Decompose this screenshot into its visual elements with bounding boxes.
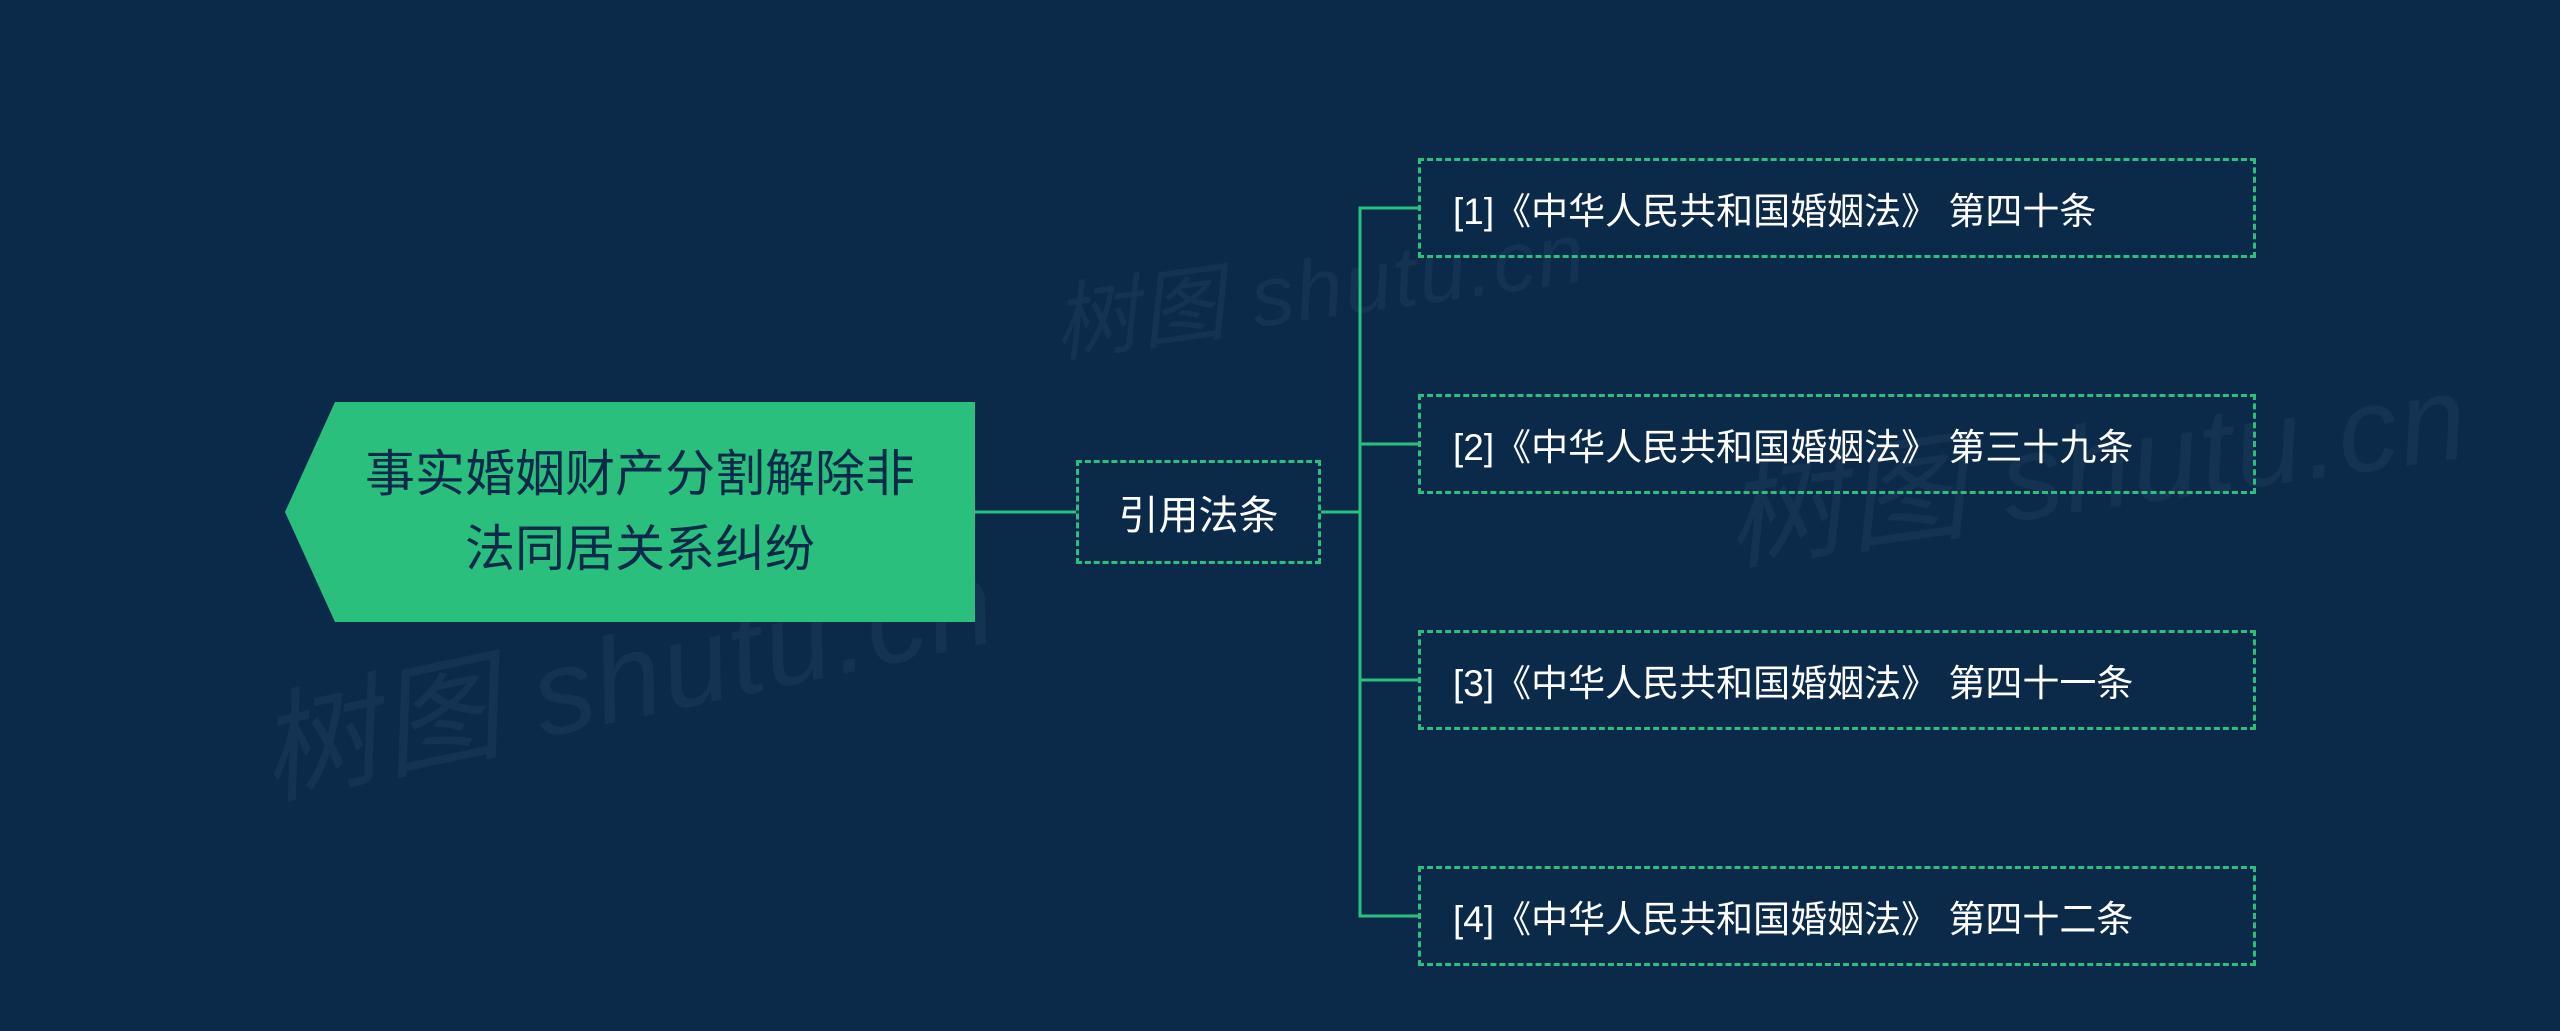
level1-label: 引用法条: [1119, 483, 1279, 541]
leaf-node[interactable]: [4]《中华人民共和国婚姻法》 第四十二条: [1418, 866, 2256, 966]
root-node[interactable]: 事实婚姻财产分割解除非法同居关系纠纷: [285, 402, 975, 622]
leaf-label: [2]《中华人民共和国婚姻法》 第三十九条: [1453, 417, 2133, 471]
leaf-node[interactable]: [3]《中华人民共和国婚姻法》 第四十一条: [1418, 630, 2256, 730]
leaf-label: [1]《中华人民共和国婚姻法》 第四十条: [1453, 181, 2096, 235]
leaf-label: [4]《中华人民共和国婚姻法》 第四十二条: [1453, 889, 2133, 943]
root-label: 事实婚姻财产分割解除非法同居关系纠纷: [345, 437, 935, 587]
leaf-node[interactable]: [1]《中华人民共和国婚姻法》 第四十条: [1418, 158, 2256, 258]
mindmap-canvas: 树图 shutu.cn 树图 shutu.cn 树图 shutu.cn 事实婚姻…: [0, 0, 2560, 1031]
level1-node[interactable]: 引用法条: [1076, 460, 1321, 564]
leaf-label: [3]《中华人民共和国婚姻法》 第四十一条: [1453, 653, 2133, 707]
leaf-node[interactable]: [2]《中华人民共和国婚姻法》 第三十九条: [1418, 394, 2256, 494]
